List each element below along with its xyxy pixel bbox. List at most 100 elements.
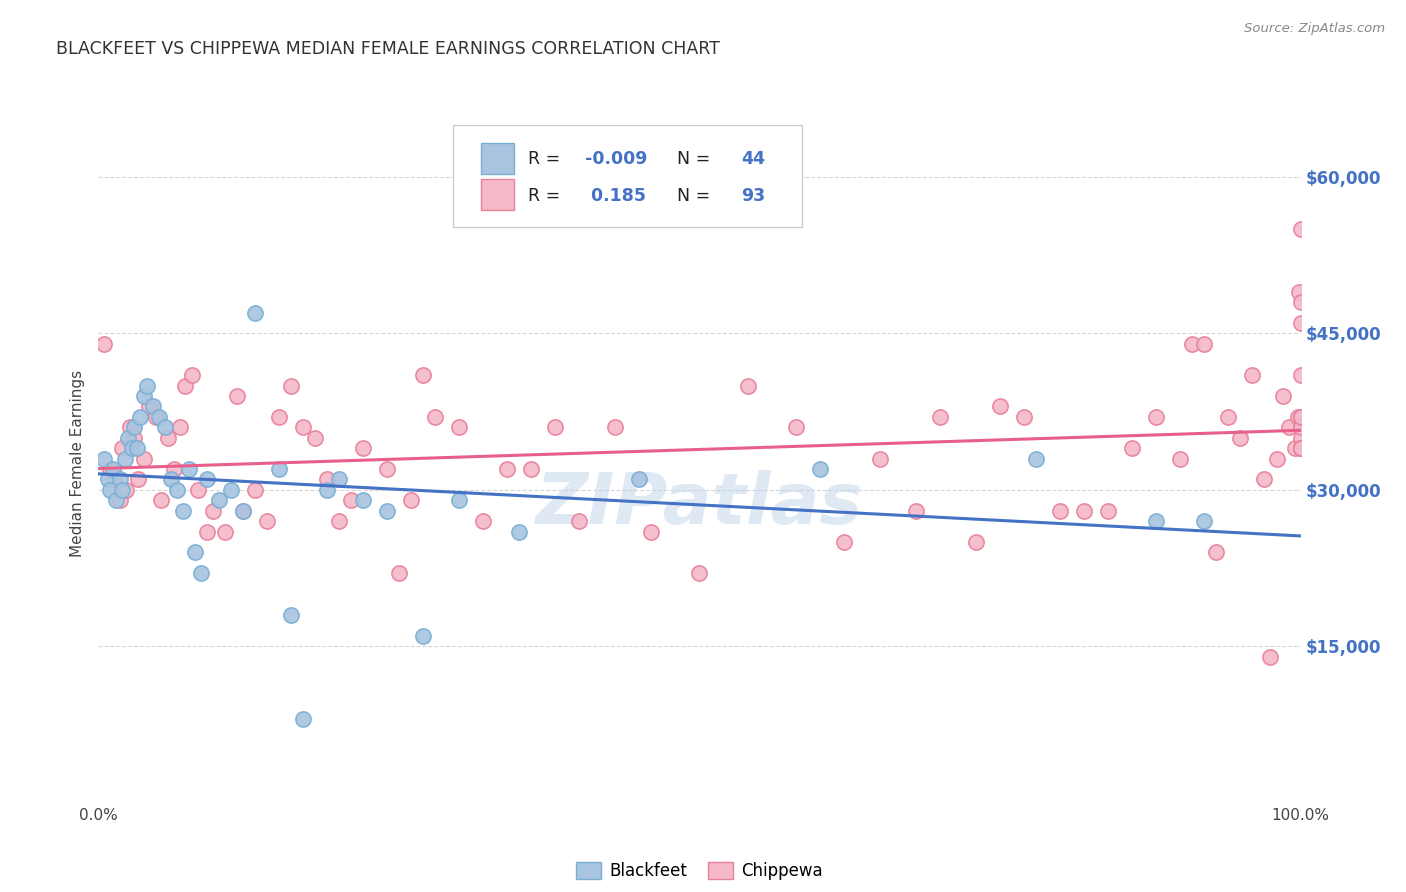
Point — [157, 431, 180, 445]
Point — [1218, 409, 1240, 424]
Point — [124, 420, 146, 434]
Point — [219, 483, 242, 497]
Text: N =: N = — [666, 187, 716, 205]
Point — [1144, 409, 1167, 424]
Point — [832, 535, 855, 549]
Point — [1194, 337, 1216, 351]
Text: BLACKFEET VS CHIPPEWA MEDIAN FEMALE EARNINGS CORRELATION CHART: BLACKFEET VS CHIPPEWA MEDIAN FEMALE EARN… — [56, 40, 720, 58]
Point — [1286, 409, 1309, 424]
Point — [1121, 441, 1143, 455]
Point — [291, 712, 314, 726]
Point — [127, 473, 149, 487]
Point — [447, 493, 470, 508]
Point — [1012, 409, 1035, 424]
Point — [174, 378, 197, 392]
Point — [101, 462, 124, 476]
Point — [232, 504, 254, 518]
Point — [1289, 409, 1312, 424]
Point — [423, 409, 446, 424]
Legend: Blackfeet, Chippewa: Blackfeet, Chippewa — [569, 855, 830, 887]
Point — [267, 462, 290, 476]
Point — [93, 337, 115, 351]
Point — [118, 420, 141, 434]
Point — [141, 400, 163, 414]
Point — [225, 389, 247, 403]
Point — [1289, 441, 1312, 455]
Point — [328, 473, 350, 487]
Point — [100, 462, 122, 476]
Point — [138, 400, 160, 414]
Point — [375, 462, 398, 476]
Point — [166, 483, 188, 497]
Point — [568, 514, 591, 528]
Point — [315, 483, 337, 497]
Point — [108, 473, 131, 487]
Point — [148, 409, 170, 424]
Point — [520, 462, 543, 476]
Point — [145, 409, 167, 424]
Point — [1229, 431, 1251, 445]
Point — [1289, 368, 1312, 383]
Point — [1289, 316, 1312, 330]
Point — [232, 504, 254, 518]
Point — [1288, 285, 1310, 299]
Point — [291, 420, 314, 434]
Point — [100, 483, 122, 497]
Point — [195, 524, 218, 539]
Point — [869, 451, 891, 466]
Point — [1289, 441, 1312, 455]
Point — [315, 473, 337, 487]
Point — [267, 409, 290, 424]
Point — [181, 368, 204, 383]
Point — [108, 493, 131, 508]
Text: N =: N = — [666, 150, 716, 169]
Point — [1260, 649, 1282, 664]
Point — [243, 305, 266, 319]
Point — [190, 566, 212, 581]
Point — [928, 409, 950, 424]
Point — [280, 378, 302, 392]
Point — [183, 545, 205, 559]
Point — [214, 524, 236, 539]
FancyBboxPatch shape — [453, 125, 801, 227]
Point — [195, 473, 218, 487]
Point — [352, 493, 374, 508]
Point — [129, 409, 152, 424]
Point — [1289, 441, 1312, 455]
Point — [187, 483, 209, 497]
Point — [124, 431, 146, 445]
Point — [1289, 441, 1312, 455]
Point — [1277, 420, 1299, 434]
Point — [103, 473, 125, 487]
Point — [163, 462, 186, 476]
Point — [1289, 222, 1312, 236]
Point — [640, 524, 662, 539]
Point — [1289, 420, 1312, 434]
Point — [1289, 409, 1312, 424]
Y-axis label: Median Female Earnings: Median Female Earnings — [70, 370, 86, 558]
Point — [243, 483, 266, 497]
Point — [412, 368, 434, 383]
FancyBboxPatch shape — [481, 144, 515, 174]
Point — [352, 441, 374, 455]
Point — [785, 420, 807, 434]
Point — [904, 504, 927, 518]
Point — [472, 514, 495, 528]
Point — [105, 493, 128, 508]
Point — [1289, 420, 1312, 434]
Text: 44: 44 — [741, 150, 765, 169]
Point — [1265, 451, 1288, 466]
Point — [121, 441, 143, 455]
Point — [375, 504, 398, 518]
Point — [1241, 368, 1264, 383]
Point — [125, 441, 148, 455]
Point — [328, 514, 350, 528]
Point — [97, 473, 120, 487]
Point — [111, 483, 134, 497]
Point — [1170, 451, 1192, 466]
Point — [399, 493, 422, 508]
Point — [737, 378, 759, 392]
Point — [340, 493, 363, 508]
Point — [153, 420, 176, 434]
Point — [1289, 431, 1312, 445]
